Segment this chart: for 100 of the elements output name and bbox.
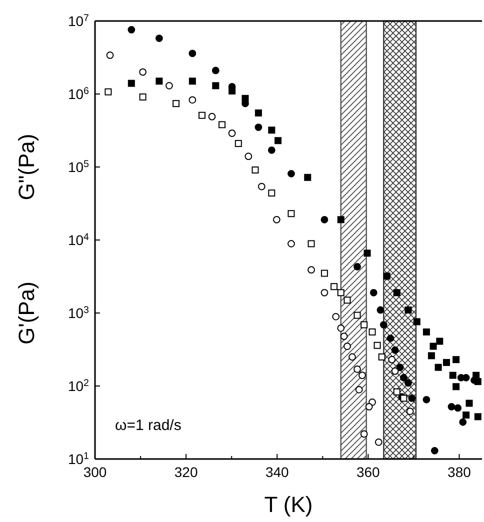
point <box>308 240 315 248</box>
point <box>404 379 412 387</box>
point <box>452 356 460 364</box>
y-axis-title: G'(Pa) <box>14 282 39 344</box>
point <box>354 312 361 319</box>
point <box>172 100 180 108</box>
point <box>304 174 312 181</box>
point <box>155 34 163 42</box>
point <box>218 121 226 128</box>
point <box>330 283 338 290</box>
y-tick-label: 10$^{3}$ <box>68 304 90 321</box>
point <box>408 394 416 402</box>
point <box>374 342 381 349</box>
point <box>337 289 344 296</box>
x-tick-label: 380 <box>448 464 472 480</box>
point <box>378 353 386 360</box>
point <box>104 88 112 96</box>
point <box>268 126 276 134</box>
point <box>166 82 173 90</box>
point <box>380 321 388 328</box>
point <box>254 109 262 116</box>
point <box>452 383 460 390</box>
point <box>393 388 400 396</box>
point <box>288 240 295 248</box>
y-tick-label: 10$^{4}$ <box>68 232 90 248</box>
point <box>391 346 399 354</box>
point <box>365 403 373 410</box>
point <box>252 166 259 174</box>
point <box>360 430 368 438</box>
point <box>428 352 435 360</box>
point <box>459 418 467 426</box>
point <box>337 216 344 224</box>
point <box>474 378 482 386</box>
point <box>320 216 328 224</box>
point <box>434 364 442 371</box>
point <box>188 50 196 58</box>
point <box>360 321 368 328</box>
point <box>406 408 414 416</box>
point <box>449 372 456 379</box>
point <box>188 96 196 104</box>
point <box>422 396 430 404</box>
point <box>198 112 206 119</box>
y-tick-label: 10$^{2}$ <box>68 378 89 394</box>
point <box>320 288 328 296</box>
point <box>244 152 252 160</box>
point <box>436 338 444 345</box>
point <box>337 324 345 332</box>
point <box>268 146 276 154</box>
point <box>258 182 266 190</box>
point <box>374 438 382 446</box>
x-tick-label: 320 <box>174 464 198 480</box>
y-tick-label: 10$^{5}$ <box>68 158 90 175</box>
point <box>430 446 438 454</box>
y-tick-label: 10$^{1}$ <box>68 450 89 467</box>
x-tick-label: 360 <box>356 464 380 480</box>
point <box>274 137 282 144</box>
point <box>396 364 404 372</box>
x-tick-label: 340 <box>265 464 290 480</box>
point <box>139 68 147 76</box>
point <box>474 413 482 420</box>
point <box>355 386 363 394</box>
point <box>288 210 295 218</box>
point <box>106 52 114 59</box>
point <box>370 288 378 296</box>
point <box>404 306 412 314</box>
point <box>354 263 361 270</box>
annotation: ω=1 rad/s <box>115 416 182 434</box>
point <box>320 270 328 277</box>
point <box>228 130 236 137</box>
point <box>448 403 456 410</box>
point <box>188 78 196 85</box>
point <box>128 26 136 34</box>
y-tick-label: 10$^{7}$ <box>68 12 89 29</box>
point <box>400 374 408 382</box>
point <box>272 216 280 224</box>
point <box>422 328 430 336</box>
point <box>254 124 262 131</box>
point <box>472 372 480 379</box>
point <box>208 112 216 120</box>
point <box>308 266 315 274</box>
point <box>344 296 351 304</box>
point <box>288 170 295 178</box>
point <box>242 94 249 102</box>
point <box>393 289 400 296</box>
point <box>391 367 399 375</box>
point <box>466 400 473 407</box>
point <box>344 342 351 350</box>
point <box>462 412 470 419</box>
point <box>454 404 462 412</box>
point <box>376 306 384 314</box>
point <box>340 332 348 340</box>
point <box>430 342 437 350</box>
point <box>128 80 135 87</box>
x-axis-title: T (K) <box>264 492 313 517</box>
text: G"(Pa) <box>14 134 39 200</box>
point <box>234 140 242 147</box>
point <box>413 318 420 326</box>
point <box>348 353 356 361</box>
point <box>139 93 146 100</box>
point <box>354 365 361 373</box>
